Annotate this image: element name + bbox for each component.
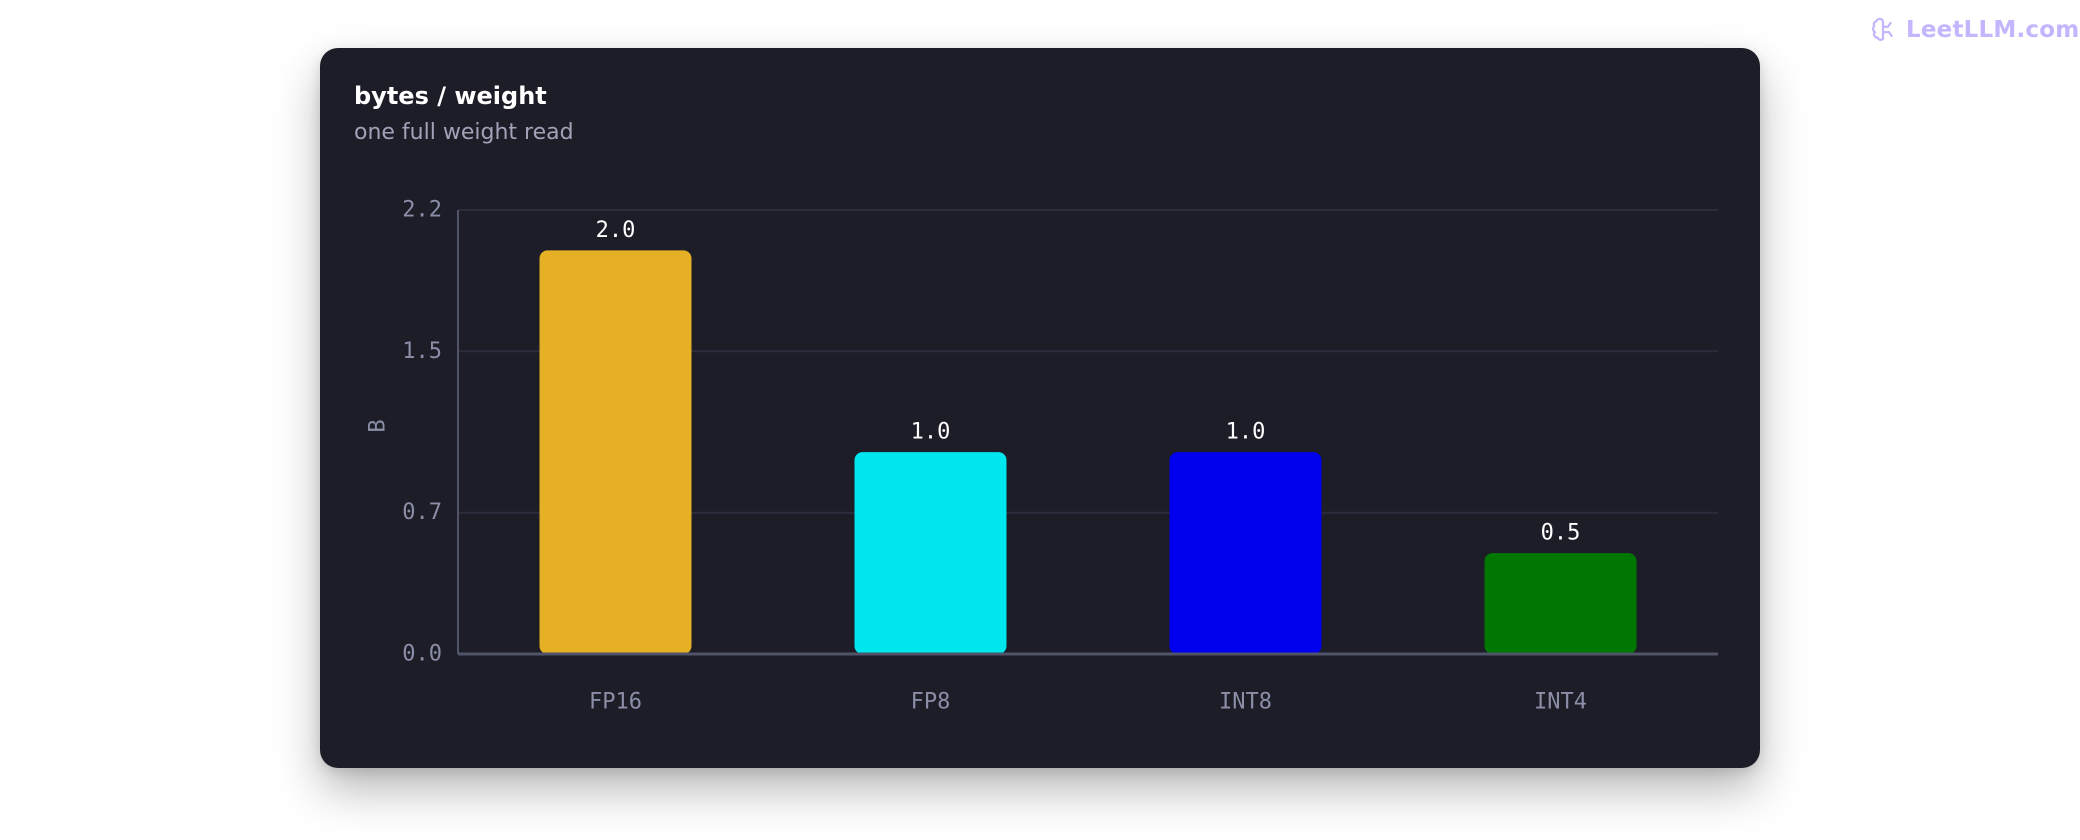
y-axis-label: B	[366, 419, 391, 432]
x-tick-label: INT8	[1219, 690, 1272, 715]
bar-fp16	[539, 250, 692, 654]
bar-value-label: 1.0	[911, 420, 951, 445]
brand-watermark: LeetLLM.com	[1870, 12, 2079, 48]
bar-value-label: 2.0	[596, 218, 636, 243]
y-tick-label: 0.7	[402, 500, 442, 525]
y-tick-label: 0.0	[402, 642, 442, 667]
chart-subtitle: one full weight read	[354, 120, 574, 145]
x-tick-label: FP8	[911, 690, 951, 715]
brand-name: LeetLLM.com	[1906, 17, 2080, 43]
chart-title: bytes / weight	[354, 82, 547, 110]
y-tick-label: 1.5	[402, 339, 442, 364]
brain-icon	[1871, 17, 1893, 41]
chart-card: bytes / weight one full weight read 0.0 0…	[320, 48, 1760, 768]
bar-int8	[1169, 452, 1322, 654]
bar-value-label: 1.0	[1226, 420, 1266, 445]
bar-value-label: 0.5	[1541, 521, 1581, 546]
bar-chart: 0.0 0.7 1.5 2.2 B 2.0 FP16 1.0 FP8 1.0 INT8 0.5 INT4	[366, 198, 1718, 715]
y-tick-label: 2.2	[402, 198, 442, 223]
bar-int4	[1484, 553, 1637, 654]
x-tick-label: INT4	[1534, 690, 1587, 715]
x-tick-label: FP16	[589, 690, 642, 715]
bar-fp8	[854, 452, 1007, 654]
